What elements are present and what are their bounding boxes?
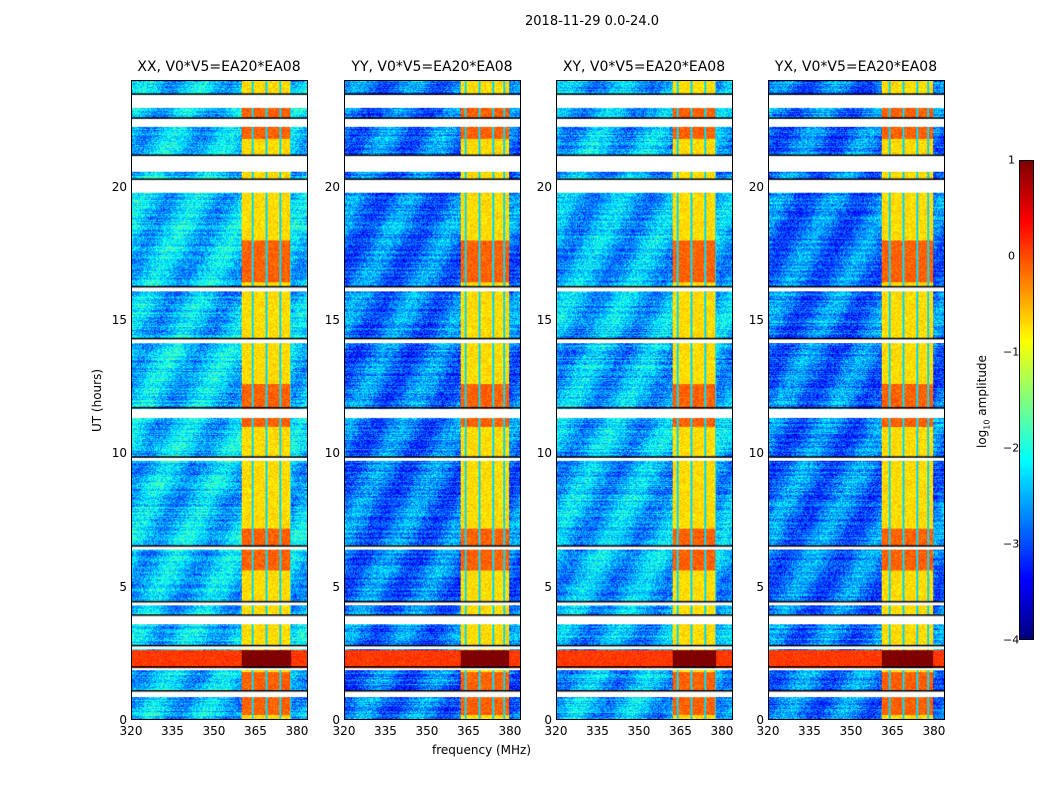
y-tick-label: 0 (332, 713, 340, 727)
colorbar-tick-label: −4 (1003, 633, 1020, 647)
spectrogram-panel (344, 80, 521, 720)
y-tick-label: 15 (111, 313, 127, 327)
colorbar-label: log10 amplitude (975, 355, 992, 448)
x-tick-label: 380 (922, 724, 946, 738)
x-tick-label: 380 (710, 724, 734, 738)
y-tick-label: 5 (332, 579, 340, 594)
y-tick-label: 15 (324, 313, 340, 327)
y-tick-label: 0 (544, 713, 552, 727)
x-tick-label: 350 (627, 724, 651, 738)
spectrogram-heatmap (557, 81, 732, 719)
x-tick-label: 335 (161, 724, 184, 738)
spectrogram-heatmap (132, 81, 307, 719)
x-tick-label: 335 (798, 724, 821, 738)
colorbar-tick-label: −1 (1003, 345, 1020, 359)
x-tick-label: 320 (332, 724, 356, 738)
figure-title: 2018-11-29 0.0-24.0 (525, 14, 659, 29)
x-tick-label: 365 (244, 724, 267, 738)
panel-title: XY, V0*V5=EA20*EA08 (562, 59, 726, 75)
y-tick-label: 5 (756, 579, 764, 594)
y-tick-label: 20 (111, 179, 127, 194)
y-tick-label: 0 (119, 713, 127, 727)
panel-title: XX, V0*V5=EA20*EA08 (137, 59, 301, 75)
x-tick-label: 320 (119, 724, 143, 738)
x-tick-label: 350 (415, 724, 439, 738)
spectrogram-heatmap (345, 81, 520, 719)
y-tick-label: 20 (324, 179, 340, 194)
colorbar-tick-label: −3 (1003, 537, 1020, 551)
panel-title: YX, V0*V5=EA20*EA08 (774, 59, 938, 75)
colorbar (1019, 160, 1034, 640)
colorbar-tick-label: 1 (1008, 153, 1015, 167)
y-tick-label: 5 (119, 579, 127, 594)
x-tick-label: 380 (498, 724, 522, 738)
x-tick-label: 320 (544, 724, 568, 738)
y-tick-label: 10 (748, 446, 764, 461)
x-tick-label: 365 (881, 724, 904, 738)
y-tick-label: 0 (756, 713, 764, 727)
x-tick-label: 335 (374, 724, 397, 738)
x-tick-label: 335 (586, 724, 609, 738)
panel-title: YY, V0*V5=EA20*EA08 (351, 59, 513, 75)
spectrogram-panel (131, 80, 308, 720)
y-tick-label: 15 (536, 313, 552, 327)
y-tick-label: 5 (544, 579, 552, 594)
x-tick-label: 320 (756, 724, 780, 738)
spectrogram-heatmap (769, 81, 944, 719)
y-tick-label: 10 (536, 446, 552, 461)
y-tick-label: 10 (324, 446, 340, 461)
y-tick-label: 15 (748, 313, 764, 327)
x-tick-label: 350 (839, 724, 863, 738)
y-tick-label: 20 (748, 179, 764, 194)
x-tick-label: 380 (285, 724, 309, 738)
spectrogram-panel (768, 80, 945, 720)
y-tick-label: 20 (536, 179, 552, 194)
spectrogram-panel (556, 80, 733, 720)
colorbar-tick-label: 0 (1008, 249, 1015, 263)
x-tick-label: 350 (202, 724, 226, 738)
x-axis-label: frequency (MHz) (432, 743, 532, 757)
x-tick-label: 365 (457, 724, 480, 738)
x-tick-label: 365 (669, 724, 692, 738)
y-tick-label: 10 (111, 446, 127, 461)
colorbar-tick-label: −2 (1003, 441, 1020, 455)
y-axis-label: UT (hours) (90, 368, 104, 432)
